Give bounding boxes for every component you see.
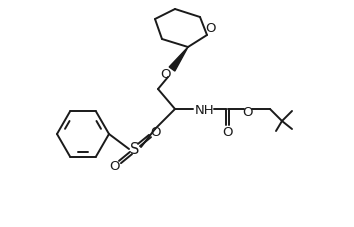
Text: O: O (161, 67, 171, 80)
Text: O: O (243, 105, 253, 118)
Text: O: O (151, 126, 161, 139)
Text: NH: NH (195, 103, 215, 116)
Text: O: O (206, 21, 216, 34)
Text: S: S (130, 142, 140, 157)
Polygon shape (169, 48, 188, 72)
Text: O: O (109, 160, 119, 173)
Text: O: O (223, 125, 233, 138)
